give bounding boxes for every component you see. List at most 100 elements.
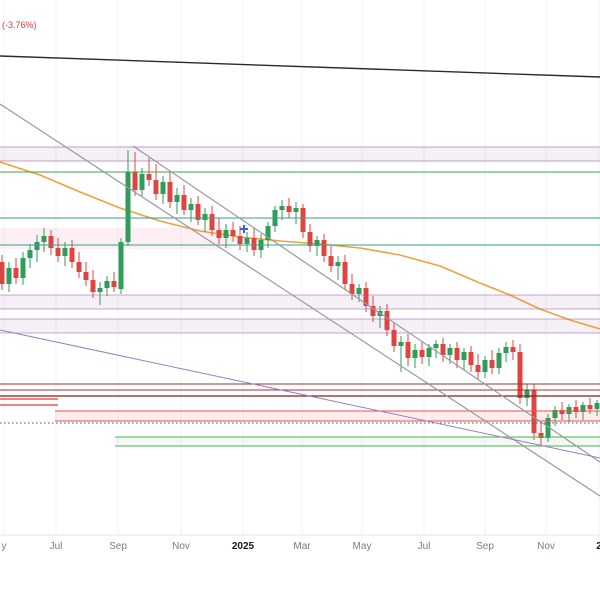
candle-body xyxy=(335,262,341,266)
candle-body xyxy=(454,348,460,360)
candle-body xyxy=(594,403,600,409)
candle-body xyxy=(251,238,257,250)
candle-body xyxy=(111,281,117,287)
candle-body xyxy=(209,214,215,230)
candle-body xyxy=(510,347,516,352)
candle-body xyxy=(580,405,586,412)
lavender-band-upper[interactable] xyxy=(0,147,600,161)
candle-body xyxy=(545,418,551,438)
candle-body xyxy=(223,230,229,238)
x-axis-label: Nov xyxy=(172,541,190,552)
candle-body xyxy=(125,172,131,242)
candle-body xyxy=(573,407,579,412)
candle-body xyxy=(489,360,495,368)
candle-body xyxy=(293,208,299,212)
x-axis-label: 2025 xyxy=(232,541,255,552)
x-axis-label: y xyxy=(2,541,7,552)
candle-body xyxy=(328,256,334,266)
candle-body xyxy=(321,240,327,256)
descending-trendline-outer[interactable] xyxy=(0,103,600,497)
candle-body xyxy=(342,262,348,284)
candle-body xyxy=(139,174,145,190)
candle-body xyxy=(195,204,201,220)
candle-body xyxy=(90,280,96,292)
candle-body xyxy=(230,230,236,236)
candle-body xyxy=(160,182,166,194)
candle-body xyxy=(398,342,404,346)
candle-body xyxy=(363,288,369,306)
candle-body xyxy=(391,330,397,346)
candle-body xyxy=(314,240,320,246)
candle-body xyxy=(202,214,208,220)
candle-body xyxy=(41,236,47,242)
descending-trendline-inner[interactable] xyxy=(132,145,600,463)
candle-body xyxy=(405,342,411,358)
candle-body xyxy=(286,206,292,212)
candle-body xyxy=(27,250,33,258)
candle-body xyxy=(426,348,432,357)
candle-body xyxy=(559,410,565,414)
candle-body xyxy=(468,352,474,365)
candle-body xyxy=(118,242,124,289)
candle-body xyxy=(447,348,453,355)
red-band[interactable] xyxy=(55,411,600,421)
candle-body xyxy=(461,352,467,360)
candle-body xyxy=(83,272,89,280)
candle-body xyxy=(104,281,110,288)
lavender-band-lower[interactable] xyxy=(0,319,600,333)
candle-body xyxy=(13,268,19,278)
candle-body xyxy=(307,232,313,246)
candle-body xyxy=(132,172,138,190)
candle-body xyxy=(167,182,173,202)
candle-body xyxy=(55,248,61,256)
x-axis-label: Nov xyxy=(537,541,555,552)
candle-body xyxy=(538,433,544,438)
candle-body xyxy=(300,208,306,232)
x-axis-label: Sep xyxy=(109,541,127,552)
candle-body xyxy=(552,410,558,418)
candle-body xyxy=(237,236,243,244)
candle-body xyxy=(174,195,180,202)
candle-body xyxy=(279,206,285,210)
candle-body xyxy=(433,344,439,348)
candle-body xyxy=(349,284,355,294)
candle-body xyxy=(34,242,40,250)
candle-body xyxy=(524,390,530,398)
x-axis-label: Jul xyxy=(50,541,63,552)
candle-body xyxy=(216,230,222,238)
x-axis-label: 2 xyxy=(596,541,600,552)
candle-body xyxy=(587,405,593,409)
candle-body xyxy=(482,360,488,372)
candle-body xyxy=(0,262,5,284)
x-axis-label: Mar xyxy=(293,541,311,552)
candle-body xyxy=(265,226,271,240)
candle-body xyxy=(20,258,26,278)
candle-body xyxy=(496,353,502,368)
candle-body xyxy=(181,195,187,210)
black-trendline-top[interactable] xyxy=(0,55,600,78)
candle-body xyxy=(475,365,481,372)
candle-body xyxy=(97,288,103,292)
candle-body xyxy=(356,288,362,294)
purple-trendline[interactable] xyxy=(0,329,600,459)
candle-body xyxy=(440,344,446,355)
candle-body xyxy=(517,352,523,398)
candle-body xyxy=(412,350,418,358)
candle-body xyxy=(384,311,390,330)
candle-body xyxy=(6,268,12,284)
candle-body xyxy=(503,347,509,353)
moving-average-orange xyxy=(0,161,600,330)
candle-body xyxy=(62,248,68,256)
candle-body xyxy=(48,236,54,248)
candle-body xyxy=(146,174,152,180)
x-axis-label: Jul xyxy=(418,541,431,552)
x-axis-label: Sep xyxy=(476,541,494,552)
candle-body xyxy=(188,204,194,210)
candle-body xyxy=(153,180,159,194)
candle-body xyxy=(419,350,425,357)
green-band[interactable] xyxy=(115,437,600,446)
candle-body xyxy=(69,248,75,262)
lavender-band-mid[interactable] xyxy=(0,295,600,309)
